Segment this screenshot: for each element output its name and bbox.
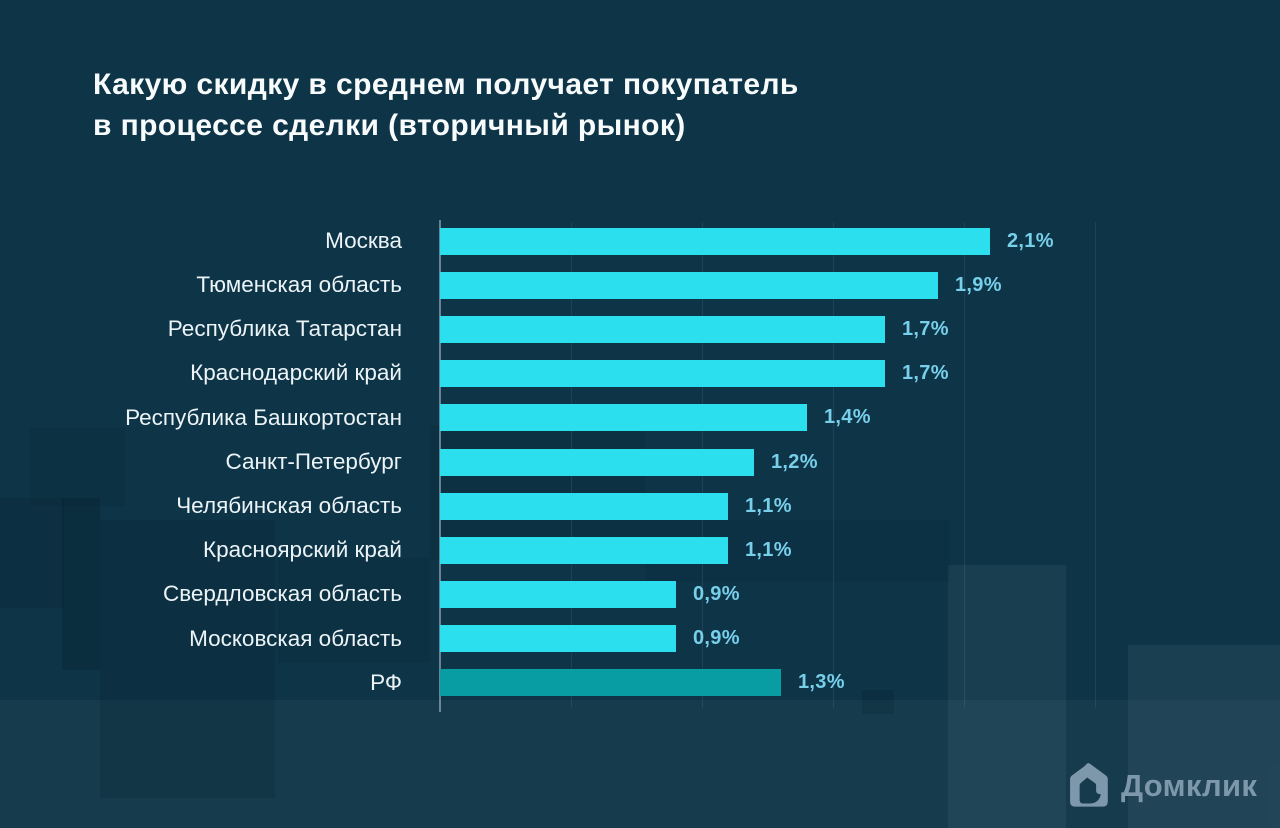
value-label: 0,9%	[693, 583, 740, 606]
bar-highlight	[440, 669, 781, 697]
chart-row: Челябинская область 1,1%	[0, 484, 1280, 528]
category-label: Красноярский край	[203, 537, 402, 563]
value-label: 1,7%	[902, 317, 949, 340]
value-label: 1,2%	[771, 450, 818, 473]
category-label: Московская область	[189, 625, 402, 651]
category-label: Челябинская область	[176, 492, 402, 518]
gridline	[833, 222, 834, 708]
chart-row: Красноярский край 1,1%	[0, 528, 1280, 572]
category-label: Санкт-Петербург	[225, 448, 402, 474]
bar	[440, 581, 676, 609]
skyline-block	[278, 558, 430, 663]
category-label: Москва	[325, 227, 402, 253]
domklik-logo: Домклик	[1064, 758, 1257, 812]
value-label: 1,3%	[798, 671, 845, 694]
value-label: 0,9%	[693, 627, 740, 650]
skyline-block	[862, 690, 894, 714]
category-label: Тюменская область	[196, 272, 402, 298]
skyline-block	[0, 498, 64, 608]
bar	[440, 271, 938, 299]
bar	[440, 360, 885, 388]
category-label: Республика Татарстан	[167, 316, 402, 342]
chart-title-line2: в процессе сделки (вторичный рынок)	[93, 109, 686, 142]
value-label: 2,1%	[1007, 229, 1054, 252]
chart-row: Республика Татарстан 1,7%	[0, 307, 1280, 351]
chart-row: Московская область 0,9%	[0, 617, 1280, 661]
category-label: Краснодарский край	[190, 360, 402, 386]
category-label: РФ	[370, 669, 402, 695]
value-label: 1,1%	[745, 494, 792, 517]
chart-title: Какую скидку в среднем получает покупате…	[93, 64, 1073, 146]
bar	[440, 404, 807, 432]
chart-row: Санкт-Петербург 1,2%	[0, 440, 1280, 484]
skyline-block	[30, 428, 125, 506]
bar-chart: Москва 2,1% Тюменская область 1,9% Республик…	[0, 219, 1280, 705]
chart-row: Москва 2,1%	[0, 219, 1280, 263]
bar	[440, 315, 885, 343]
gridline	[964, 222, 965, 708]
gridline	[1095, 222, 1096, 708]
chart-row: Свердловская область 0,9%	[0, 573, 1280, 617]
bar	[440, 625, 676, 653]
skyline-block	[948, 565, 1066, 828]
chart-row: Краснодарский край 1,7%	[0, 352, 1280, 396]
bar	[440, 536, 728, 564]
chart-row: РФ 1,3%	[0, 661, 1280, 705]
value-label: 1,9%	[955, 273, 1002, 296]
category-label: Свердловская область	[162, 581, 402, 607]
domklik-logo-text: Домклик	[1121, 767, 1258, 803]
skyline-block	[100, 520, 275, 798]
value-label: 1,4%	[824, 406, 871, 429]
domklik-house-icon	[1070, 762, 1108, 807]
skyline-block	[62, 498, 100, 670]
chart-title-line1: Какую скидку в среднем получает покупате…	[93, 68, 799, 101]
bar	[440, 227, 990, 255]
bar	[440, 492, 728, 520]
bar	[440, 448, 754, 476]
skyline-block	[1128, 645, 1280, 828]
value-label: 1,1%	[745, 538, 792, 561]
chart-row: Республика Башкортостан 1,4%	[0, 396, 1280, 440]
category-label: Республика Башкортостан	[125, 404, 402, 430]
value-label: 1,7%	[902, 362, 949, 385]
chart-row: Тюменская область 1,9%	[0, 263, 1280, 307]
